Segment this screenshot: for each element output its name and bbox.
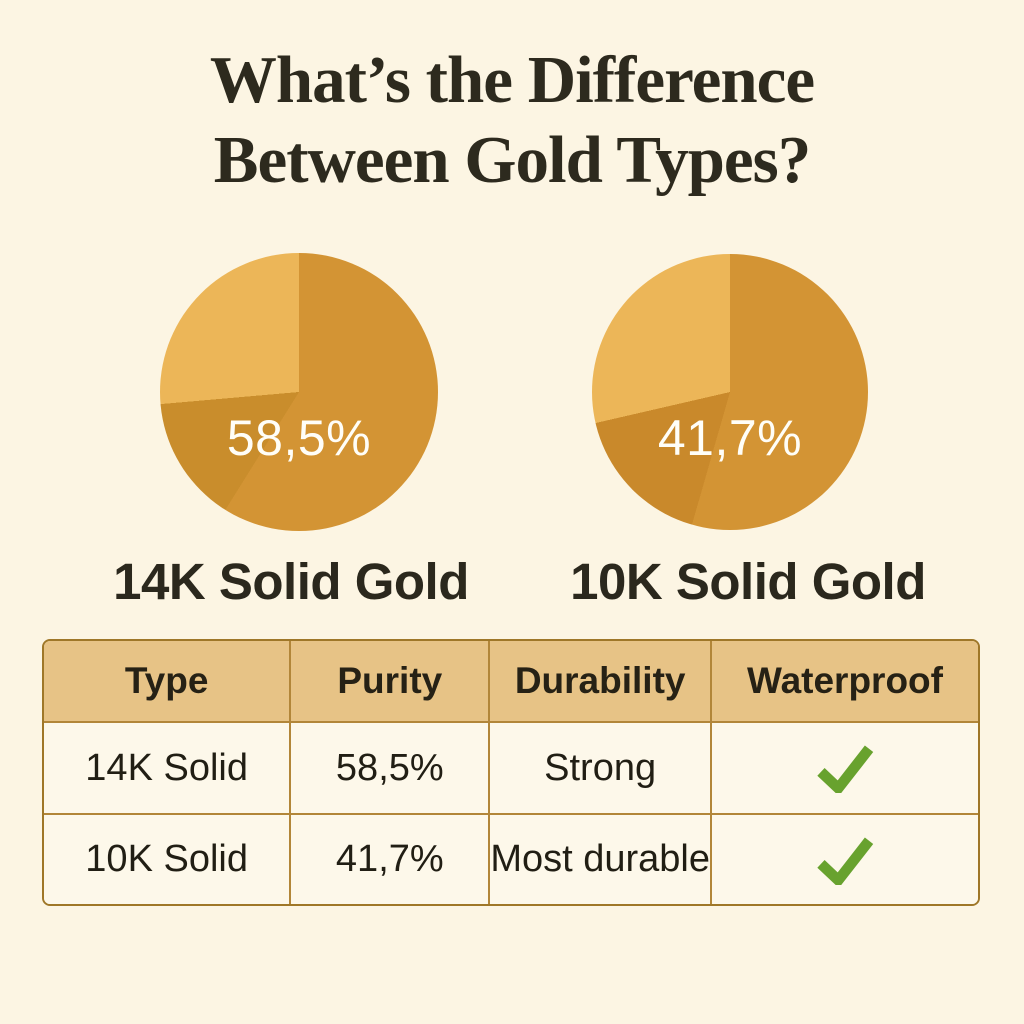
pie-caption-10k: 10K Solid Gold xyxy=(570,553,926,610)
cell-durability-10k: Most durable xyxy=(490,815,712,904)
checkmark-icon xyxy=(817,745,874,793)
comparison-table: Type Purity Durability Waterproof 14K So… xyxy=(42,639,980,906)
title-line-1: What’s the Difference xyxy=(209,43,815,117)
comparison-table-grid: Type Purity Durability Waterproof 14K So… xyxy=(44,641,978,904)
pie-caption-14k: 14K Solid Gold xyxy=(113,553,469,610)
title-line-2: Between Gold Types? xyxy=(213,123,811,197)
cell-waterproof-14k xyxy=(711,723,978,815)
col-header-durability: Durability xyxy=(490,641,712,723)
cell-waterproof-10k xyxy=(711,815,978,904)
cell-durability-14k: Strong xyxy=(490,723,712,815)
pie-value-label-10k: 41,7% xyxy=(657,409,803,466)
col-header-type: Type xyxy=(44,641,292,723)
cell-type-14k: 14K Solid xyxy=(44,723,292,815)
cell-purity-14k: 58,5% xyxy=(291,723,491,815)
pie-chart-14k-solid-gold: 58,5% xyxy=(160,253,438,531)
page-title: What’s the Difference Between Gold Types… xyxy=(0,40,1024,200)
checkmark-icon xyxy=(817,837,874,885)
pie-value-label-14k: 58,5% xyxy=(226,409,372,466)
cell-purity-10k: 41,7% xyxy=(291,815,491,904)
pie-chart-10k-solid-gold: 41,7% xyxy=(592,254,868,530)
cell-type-10k: 10K Solid xyxy=(44,815,292,904)
col-header-waterproof: Waterproof xyxy=(711,641,978,723)
col-header-purity: Purity xyxy=(291,641,491,723)
